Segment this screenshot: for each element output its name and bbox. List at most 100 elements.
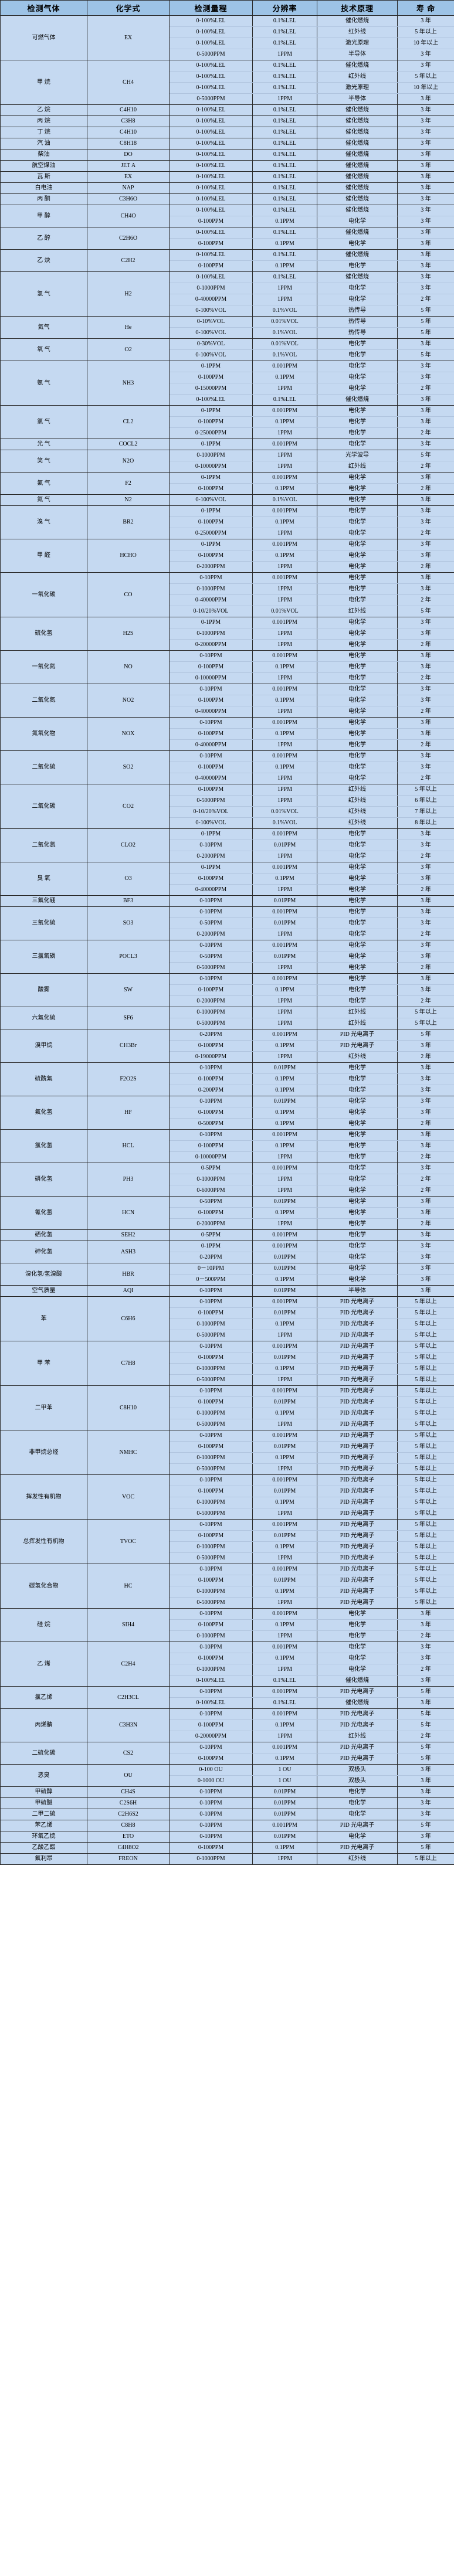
cell-gas-name: 乙 炔 bbox=[0, 249, 87, 272]
cell-lifetime: 3 年 bbox=[397, 238, 454, 250]
cell-range: 0-5PPM bbox=[169, 1229, 253, 1241]
cell-range: 0-100PPM bbox=[169, 238, 253, 250]
cell-lifetime: 5 年以上 bbox=[397, 1396, 454, 1408]
cell-technology: 双极头 bbox=[317, 1775, 398, 1787]
cell-technology: 电化学 bbox=[317, 684, 398, 695]
cell-range: 0-100PPM bbox=[169, 1107, 253, 1119]
table-row: 氯化氢 HCL 0-10PPM 0.001PPM 电化学 3 年 bbox=[0, 1129, 454, 1163]
cell-technology: 电化学 bbox=[317, 294, 398, 305]
cell-technology: 电化学 bbox=[317, 216, 398, 227]
cell-lifetime: 3 年 bbox=[397, 1129, 454, 1141]
cell-resolution: 0.1PPM bbox=[252, 416, 317, 428]
cell-gas-name: 三氟化硼 bbox=[0, 895, 87, 907]
cell-lifetime: 5 年以上 bbox=[397, 1486, 454, 1497]
table-header: 检测气体 化学式 检测量程 分辨率 技术原理 寿 命 bbox=[0, 0, 454, 16]
table-row: 硫酰氟 F2O2S 0-10PPM 0.01PPM 电化学 3 年 bbox=[0, 1062, 454, 1096]
cell-resolution: 0.001PPM bbox=[252, 717, 317, 729]
cell-technology: 红外线 bbox=[317, 817, 398, 829]
cell-lifetime: 3 年 bbox=[397, 1697, 454, 1709]
cell-resolution: 0.1PPM bbox=[252, 1408, 317, 1419]
cell-range: 0-5000PPM bbox=[169, 1018, 253, 1029]
cell-technology: 电化学 bbox=[317, 895, 398, 907]
cell-lifetime: 3 年 bbox=[397, 1241, 454, 1252]
cell-technology: 电化学 bbox=[317, 940, 398, 951]
table-row: 0-100PPM 0.01PPM PID 光电离子 5 年以上 bbox=[1, 1486, 454, 1497]
cell-resolution: 0.1PPM bbox=[252, 728, 317, 740]
cell-technology: PID 光电离子 bbox=[317, 1719, 398, 1731]
cell-technology: PID 光电离子 bbox=[317, 1452, 398, 1464]
cell-technology: 红外线 bbox=[317, 606, 398, 617]
cell-resolution: 0.001PPM bbox=[252, 650, 317, 662]
cell-range: 0-1PPM bbox=[169, 539, 253, 550]
table-row: 0-100PPM 0.1PPM 电化学 3 年 bbox=[1, 1653, 454, 1664]
cell-lifetime: 3 年 bbox=[397, 93, 454, 105]
cell-resolution: 0.1%LEL bbox=[252, 38, 317, 49]
cell-lifetime: 3 年 bbox=[397, 271, 454, 283]
cell-range: 0-1PPM bbox=[169, 405, 253, 417]
cell-chemical-formula: OU bbox=[87, 1764, 170, 1787]
cell-resolution: 1PPM bbox=[252, 283, 317, 294]
cell-lifetime: 5 年 bbox=[397, 1842, 454, 1854]
cell-chemical-formula: He bbox=[87, 316, 170, 339]
cell-resolution: 0.1PPM bbox=[252, 1497, 317, 1508]
cell-resolution: 1PPM bbox=[252, 1007, 317, 1018]
table-row: 二甲二硫 C2H6S2 0-10PPM 0.01PPM 电化学 3 年 bbox=[0, 1809, 454, 1820]
cell-technology: 电化学 bbox=[317, 361, 398, 372]
cell-technology: 电化学 bbox=[317, 639, 398, 651]
cell-gas-name: 乙 烷 bbox=[0, 104, 87, 116]
table-row: 硅 烷 SIH4 0-10PPM 0.001PPM 电化学 3 年 bbox=[0, 1608, 454, 1642]
cell-range: 0-1000PPM bbox=[169, 1408, 253, 1419]
table-row: 0-1000PPM 1PPM 电化学 3 年 bbox=[1, 583, 454, 595]
cell-resolution: 1PPM bbox=[252, 884, 317, 896]
cell-technology: 催化燃烧 bbox=[317, 249, 398, 261]
cell-technology: 催化燃烧 bbox=[317, 182, 398, 194]
cell-resolution: 1PPM bbox=[252, 561, 317, 573]
cell-technology: 电化学 bbox=[317, 472, 398, 484]
table-row: 0-100PPM 0.1PPM 电化学 3 年 bbox=[1, 728, 454, 740]
cell-technology: 电化学 bbox=[317, 372, 398, 383]
cell-chemical-formula: NH3 bbox=[87, 361, 170, 406]
cell-resolution: 1PPM bbox=[252, 628, 317, 640]
cell-technology: 电化学 bbox=[317, 516, 398, 528]
cell-range: 0-100%LEL bbox=[169, 205, 253, 216]
cell-technology: 电化学 bbox=[317, 439, 398, 450]
cell-technology: 电化学 bbox=[317, 260, 398, 272]
cell-gas-name: 苯 bbox=[0, 1296, 87, 1341]
cell-resolution: 0.1PPM bbox=[252, 483, 317, 495]
cell-technology: 电化学 bbox=[317, 650, 398, 662]
table-row: 0-100PPM 0.1PPM 电化学 2 年 bbox=[1, 483, 454, 495]
cell-technology: 热传导 bbox=[317, 305, 398, 317]
cell-gas-name: 汽 油 bbox=[0, 138, 87, 149]
cell-chemical-formula: C8H8 bbox=[87, 1820, 170, 1831]
cell-range: 0-20000PPM bbox=[169, 1731, 253, 1742]
cell-technology: 电化学 bbox=[317, 594, 398, 606]
cell-resolution: 0.1PPM bbox=[252, 1318, 317, 1330]
cell-technology: PID 光电离子 bbox=[317, 1408, 398, 1419]
cell-resolution: 0.1PPM bbox=[252, 1040, 317, 1052]
cell-lifetime: 2 年 bbox=[397, 383, 454, 395]
cell-range: 0-50PPM bbox=[169, 917, 253, 929]
cell-technology: PID 光电离子 bbox=[317, 1463, 398, 1475]
table-row: 三氯氧磷 POCL3 0-10PPM 0.001PPM 电化学 3 年 bbox=[0, 940, 454, 974]
cell-gas-name: 总挥发性有机物 bbox=[0, 1519, 87, 1564]
cell-resolution: 0.01%VOL bbox=[252, 606, 317, 617]
cell-gas-name: 氯乙烯 bbox=[0, 1686, 87, 1709]
cell-resolution: 1PPM bbox=[252, 1463, 317, 1475]
cell-range: 0-2000PPM bbox=[169, 995, 253, 1007]
cell-gas-name: 甲 苯 bbox=[0, 1341, 87, 1386]
cell-lifetime: 5 年以上 bbox=[397, 1463, 454, 1475]
cell-technology: 电化学 bbox=[317, 1831, 398, 1843]
cell-resolution: 0.1PPM bbox=[252, 1586, 317, 1598]
cell-range: 0-1000PPM bbox=[169, 1586, 253, 1598]
cell-range: 0-100%LEL bbox=[169, 38, 253, 49]
cell-resolution: 1 OU bbox=[252, 1764, 317, 1776]
table-row: 0-20PPM 0.01PPM 电化学 3 年 bbox=[1, 1252, 454, 1263]
cell-technology: 电化学 bbox=[317, 1129, 398, 1141]
cell-resolution: 0.1%LEL bbox=[252, 1675, 317, 1687]
cell-resolution: 1PPM bbox=[252, 739, 317, 751]
table-row: 0-40000PPM 1PPM 电化学 2 年 bbox=[1, 294, 454, 305]
cell-gas-name: 氟化氢 bbox=[0, 1096, 87, 1130]
cell-range: 0-100%LEL bbox=[169, 149, 253, 161]
cell-range: 0-10PPM bbox=[169, 906, 253, 918]
table-row: 0-100PPM 0.1PPM 电化学 3 年 bbox=[1, 661, 454, 673]
